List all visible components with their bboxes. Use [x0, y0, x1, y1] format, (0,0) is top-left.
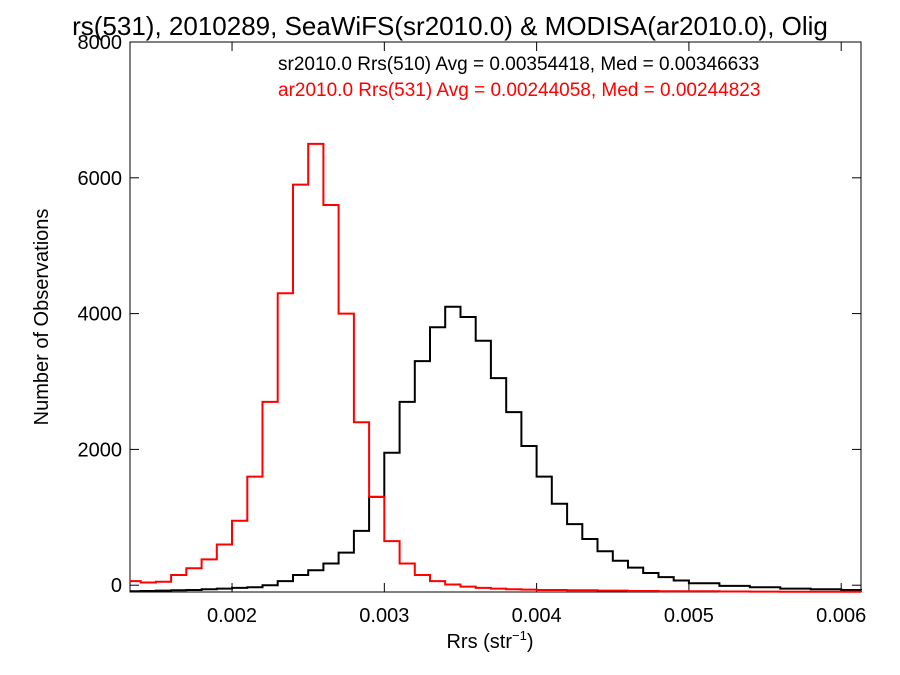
y-tick-label: 4000: [78, 304, 123, 326]
x-axis-ticks: 0.002 0.003 0.004 0.005 0.006: [207, 42, 866, 627]
legend-entry-sr2010: sr2010.0 Rrs(510) Avg = 0.00354418, Med …: [278, 54, 759, 75]
plot-frame: [129, 41, 862, 593]
y-tick-label: 8000: [78, 32, 123, 54]
x-axis-label-close: ): [527, 631, 534, 653]
x-tick-label: 0.003: [359, 605, 409, 627]
series-line-sr2010: [130, 305, 862, 593]
x-tick-label: 0.004: [512, 605, 562, 627]
x-tick-label: 0.002: [207, 605, 257, 627]
x-tick-label: 0.005: [664, 605, 714, 627]
series-layer: [130, 142, 862, 593]
x-tick-label: 0.006: [816, 605, 866, 627]
y-tick-label: 0: [111, 575, 122, 597]
y-axis-label: Number of Observations: [31, 209, 53, 426]
x-axis-label-exponent: −1: [512, 628, 527, 643]
chart-title: rs(531), 2010289, SeaWiFS(sr2010.0) & MO…: [72, 11, 828, 41]
y-axis-ticks: 0 2000 4000 6000 8000: [78, 32, 861, 597]
y-tick-label: 6000: [78, 168, 123, 190]
series-line-ar2010: [130, 142, 862, 593]
x-axis-label: Rrs (str−1): [446, 628, 533, 653]
legend-entry-ar2010: ar2010.0 Rrs(531) Avg = 0.00244058, Med …: [278, 80, 760, 101]
y-tick-label: 2000: [78, 439, 123, 461]
